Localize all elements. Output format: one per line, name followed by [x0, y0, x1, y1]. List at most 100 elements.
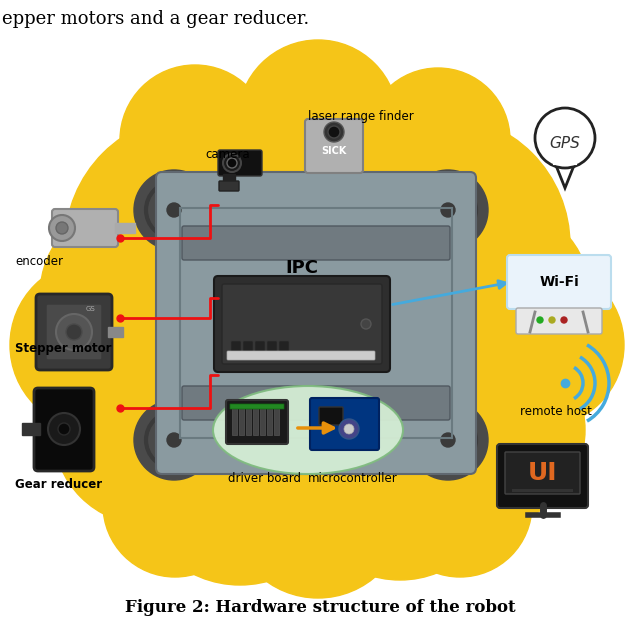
FancyBboxPatch shape	[497, 444, 588, 508]
Circle shape	[549, 317, 555, 323]
Bar	[115, 223, 135, 233]
Circle shape	[58, 423, 70, 435]
Circle shape	[238, 40, 398, 200]
Text: Figure 2: Hardware structure of the robot: Figure 2: Hardware structure of the robo…	[125, 600, 515, 616]
Text: Wi-Fi: Wi-Fi	[539, 275, 579, 289]
Circle shape	[460, 263, 624, 427]
FancyBboxPatch shape	[230, 404, 284, 409]
Circle shape	[537, 317, 543, 323]
FancyBboxPatch shape	[319, 407, 343, 425]
Circle shape	[300, 380, 500, 580]
Bar	[22, 423, 40, 435]
Bar	[239, 407, 244, 435]
FancyBboxPatch shape	[305, 119, 363, 173]
Bar	[267, 407, 272, 435]
Bar	[260, 407, 265, 435]
FancyBboxPatch shape	[226, 400, 288, 444]
Circle shape	[53, 335, 243, 525]
Circle shape	[339, 419, 359, 439]
FancyBboxPatch shape	[182, 386, 450, 420]
FancyBboxPatch shape	[267, 341, 277, 357]
Circle shape	[188, 315, 448, 575]
Circle shape	[434, 426, 462, 454]
Text: UI: UI	[528, 461, 557, 485]
Circle shape	[561, 317, 567, 323]
FancyBboxPatch shape	[34, 388, 94, 471]
Circle shape	[103, 433, 247, 577]
Circle shape	[120, 65, 270, 215]
Ellipse shape	[213, 386, 403, 474]
Text: IPC: IPC	[285, 259, 319, 277]
FancyBboxPatch shape	[182, 226, 450, 260]
Circle shape	[434, 196, 462, 224]
Circle shape	[10, 260, 180, 430]
Text: driver board: driver board	[228, 472, 301, 485]
Bar	[512, 489, 573, 492]
FancyBboxPatch shape	[310, 398, 379, 450]
Bar	[512, 489, 573, 492]
Text: Stepper motor: Stepper motor	[15, 342, 111, 355]
FancyBboxPatch shape	[279, 341, 289, 357]
Circle shape	[134, 170, 214, 250]
FancyBboxPatch shape	[227, 351, 375, 360]
Circle shape	[395, 335, 585, 525]
Circle shape	[143, 100, 333, 290]
Circle shape	[65, 115, 325, 375]
FancyBboxPatch shape	[218, 150, 262, 176]
Circle shape	[408, 400, 488, 480]
Circle shape	[40, 245, 270, 475]
Circle shape	[213, 60, 423, 270]
Circle shape	[366, 68, 510, 212]
Text: microcontroller: microcontroller	[308, 472, 397, 485]
Circle shape	[410, 205, 590, 385]
Text: camera: camera	[205, 148, 250, 161]
Circle shape	[441, 433, 455, 447]
Circle shape	[49, 215, 75, 241]
FancyBboxPatch shape	[46, 304, 102, 360]
Circle shape	[123, 100, 513, 490]
Circle shape	[441, 203, 455, 217]
Bar	[253, 407, 258, 435]
Circle shape	[56, 222, 68, 234]
Circle shape	[227, 158, 237, 168]
Text: laser range finder: laser range finder	[308, 110, 413, 123]
Circle shape	[230, 422, 406, 598]
Polygon shape	[555, 163, 575, 188]
Text: SICK: SICK	[321, 146, 347, 156]
FancyBboxPatch shape	[219, 181, 239, 191]
Circle shape	[56, 314, 92, 350]
Circle shape	[167, 203, 181, 217]
FancyBboxPatch shape	[52, 209, 118, 247]
Circle shape	[310, 115, 570, 375]
Circle shape	[135, 375, 345, 585]
Circle shape	[160, 196, 188, 224]
Circle shape	[408, 170, 488, 250]
Bar	[274, 407, 279, 435]
Text: GPS: GPS	[550, 135, 580, 151]
Circle shape	[160, 426, 188, 454]
Circle shape	[134, 400, 214, 480]
FancyBboxPatch shape	[156, 172, 476, 474]
Circle shape	[328, 126, 340, 138]
Text: epper motors and a gear reducer.: epper motors and a gear reducer.	[2, 10, 309, 28]
Circle shape	[308, 105, 488, 285]
Circle shape	[365, 240, 595, 470]
Circle shape	[388, 433, 532, 577]
FancyBboxPatch shape	[507, 255, 611, 309]
Text: remote host: remote host	[520, 405, 592, 418]
Circle shape	[40, 200, 230, 390]
Circle shape	[48, 413, 80, 445]
Bar	[512, 489, 573, 492]
Bar	[246, 407, 251, 435]
FancyBboxPatch shape	[516, 308, 602, 334]
FancyBboxPatch shape	[243, 341, 253, 357]
Circle shape	[361, 319, 371, 329]
Text: GS: GS	[85, 306, 95, 312]
Text: encoder: encoder	[15, 255, 63, 268]
Bar	[223, 174, 235, 182]
Bar	[108, 327, 123, 337]
FancyBboxPatch shape	[231, 341, 241, 357]
FancyBboxPatch shape	[222, 284, 382, 364]
FancyBboxPatch shape	[36, 294, 112, 370]
Circle shape	[344, 424, 354, 434]
